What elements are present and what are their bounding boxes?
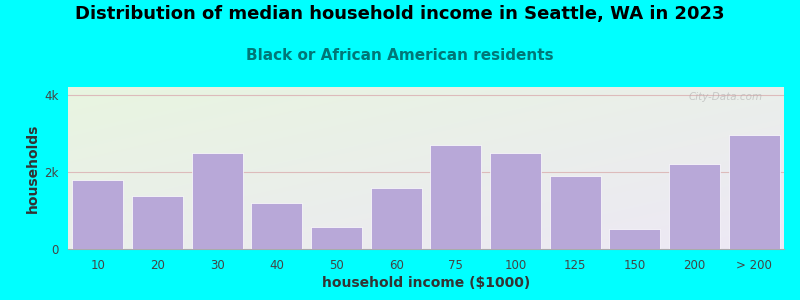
X-axis label: household income ($1000): household income ($1000) — [322, 276, 530, 290]
Text: City-Data.com: City-Data.com — [688, 92, 762, 102]
Bar — [669, 164, 720, 249]
Bar — [610, 229, 660, 249]
Bar — [729, 135, 779, 249]
Bar — [490, 153, 541, 249]
Bar — [73, 180, 123, 249]
Bar — [132, 196, 183, 249]
Bar — [430, 145, 481, 249]
Bar — [550, 176, 601, 249]
Y-axis label: households: households — [26, 123, 40, 213]
Bar — [311, 226, 362, 249]
Bar — [192, 153, 242, 249]
Bar — [371, 188, 422, 249]
Bar — [251, 203, 302, 249]
Text: Distribution of median household income in Seattle, WA in 2023: Distribution of median household income … — [75, 4, 725, 22]
Text: Black or African American residents: Black or African American residents — [246, 48, 554, 63]
